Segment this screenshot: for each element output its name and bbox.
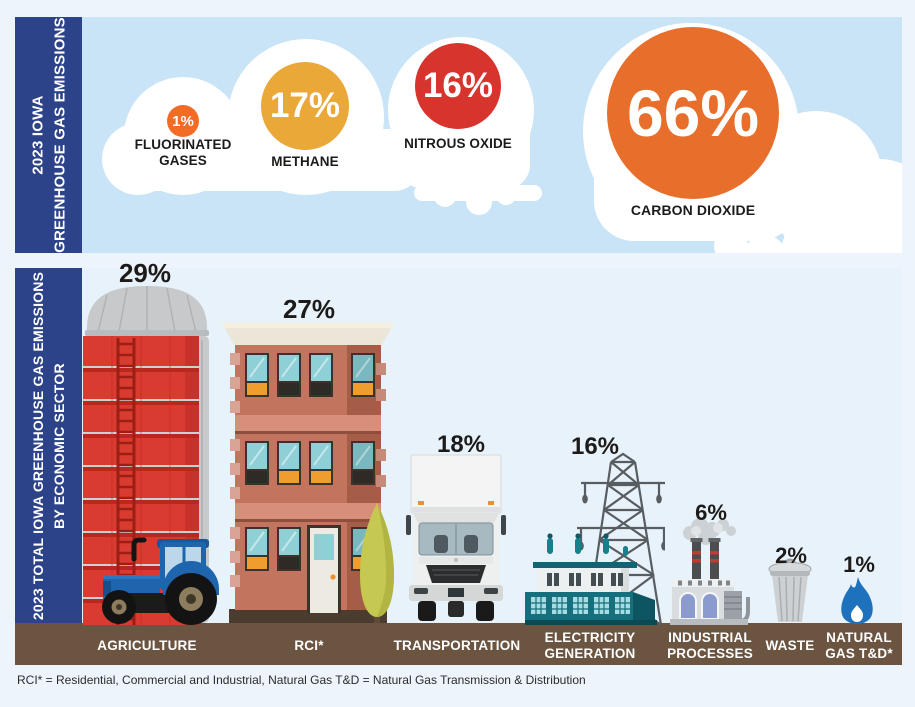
industrial-processes-label: INDUSTRIAL PROCESSES xyxy=(667,630,753,661)
nitrous-oxide-label: NITROUS OXIDE xyxy=(404,136,512,151)
rci-percent: 27% xyxy=(282,294,336,324)
ground-strip xyxy=(15,623,902,665)
cloud-shape xyxy=(496,185,516,205)
cloud-shape xyxy=(466,189,492,215)
carbon-dioxide-label: CARBON DIOXIDE xyxy=(630,202,756,218)
fluorinated-gases-bubble: 1% xyxy=(167,105,199,137)
fluorinated-gases-label: FLUORINATED GASES xyxy=(134,137,232,168)
agriculture-label: AGRICULTURE xyxy=(97,638,197,653)
nitrous-oxide-bubble: 16% xyxy=(415,43,501,129)
gas-flame-icon xyxy=(841,577,873,624)
tractor-icon xyxy=(102,537,219,625)
methane-label: METHANE xyxy=(271,154,339,169)
rci-label: RCI* xyxy=(294,638,324,653)
transportation-label: TRANSPORTATION xyxy=(393,638,521,653)
cloud-shape xyxy=(744,235,786,253)
industrial-processes-percent: 6% xyxy=(695,500,727,525)
apartment-building-icon xyxy=(223,322,393,623)
tree-icon xyxy=(360,503,394,623)
cloud-shape xyxy=(714,229,748,253)
waste-percent: 2% xyxy=(775,543,807,568)
sky-panel: 1% 17% 16% 66% FLUORINATED GASES METHANE… xyxy=(82,17,902,253)
trash-can-icon xyxy=(768,558,812,622)
cloud-shape xyxy=(434,185,456,207)
electricity-generation-label: ELECTRICITY GENERATION xyxy=(544,630,636,661)
carbon-dioxide-bubble: 66% xyxy=(607,27,779,199)
methane-bubble: 17% xyxy=(261,62,349,150)
bottom-section-title: 2023 TOTAL IOWA GREENHOUSE GAS EMISSIONS… xyxy=(29,271,67,620)
agriculture-percent: 29% xyxy=(118,258,172,288)
power-plant-icon xyxy=(525,452,665,625)
footnote: RCI* = Residential, Commercial and Indus… xyxy=(17,673,586,687)
factory-icon xyxy=(670,518,750,625)
bottom-section-sidebar: 2023 TOTAL IOWA GREENHOUSE GAS EMISSIONS… xyxy=(15,268,82,623)
top-section-sidebar: 2023 IOWA GREENHOUSE GAS EMISSIONS xyxy=(15,17,82,253)
waste-label: WASTE xyxy=(765,638,815,653)
top-section-title: 2023 IOWA GREENHOUSE GAS EMISSIONS xyxy=(28,17,68,253)
natural-gas-td-label: NATURAL GAS T&D* xyxy=(825,630,893,661)
transportation-percent: 18% xyxy=(436,431,486,458)
truck-icon xyxy=(406,454,506,621)
natural-gas-td-percent: 1% xyxy=(843,552,875,577)
electricity-generation-percent: 16% xyxy=(570,433,620,460)
cloud-shape xyxy=(102,123,174,195)
cloud-shape xyxy=(834,163,902,253)
